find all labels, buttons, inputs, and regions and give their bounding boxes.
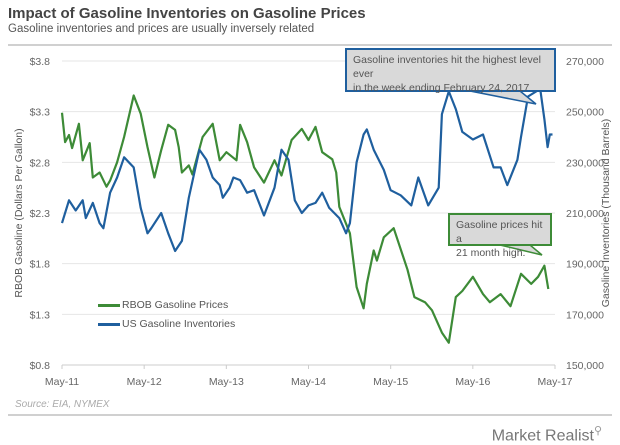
annotation-text: in the week ending February 24, 2017 [353,82,530,94]
x-tick-label: May-13 [209,376,244,388]
y-right-tick-label: 170,000 [566,309,604,321]
series-line-us-inventories [60,87,553,253]
legend-item-inventories: US Gasoline Inventories [98,318,235,330]
x-tick-label: May-16 [455,376,490,388]
y-left-tick-label: $0.8 [30,360,51,372]
y-right-tick-label: 190,000 [566,259,604,271]
legend-label: US Gasoline Inventories [122,318,236,330]
y-right-tick-label: 150,000 [566,360,604,372]
annotation-text: Gasoline prices hit a [456,219,543,245]
logo-text: Market Realist [491,427,594,445]
y-left-tick-label: $1.8 [30,259,51,271]
y-right-tick-label: 210,000 [566,208,604,220]
market-realist-logo: Market Realist⚲ [492,424,602,445]
legend-label: RBOB Gasoline Prices [122,299,229,311]
x-tick-label: May-11 [45,376,79,388]
chart-title: Impact of Gasoline Inventories on Gasoli… [8,5,366,22]
footer-divider [8,414,612,416]
y-left-tick-label: $1.3 [30,309,51,321]
x-tick-label: May-15 [373,376,408,388]
legend-swatch-blue [98,322,120,326]
y-left-tick-label: $3.8 [30,56,51,68]
y-left-tick-label: $3.3 [30,107,51,119]
legend-swatch-green [98,303,120,307]
annotation-inventory-high: Gasoline inventories hit the highest lev… [345,48,556,94]
y-left-tick-label: $2.8 [30,157,51,169]
header-divider [8,44,612,46]
chart-subtitle: Gasoline inventories and prices are usua… [8,23,315,35]
y-left-tick-label: $2.3 [30,208,51,220]
y-right-tick-label: 230,000 [566,157,604,169]
x-tick-label: May-12 [127,376,162,388]
y-axis-left-label: RBOB Gasoline (Dollars Per Gallon) [13,128,25,297]
x-tick-label: May-14 [291,376,326,388]
series-line-rbob-prices [60,94,550,344]
magnifier-icon: ⚲ [593,425,602,437]
y-axis-right-label: Gasoline Inventories (Thousand Barrels) [600,119,612,308]
annotation-price-high: Gasoline prices hit a 21 month high. [448,213,552,259]
annotation-text: Gasoline inventories hit the highest lev… [353,54,541,80]
source-note: Source: EIA, NYMEX [15,399,110,410]
x-tick-label: May-17 [537,376,572,388]
annotation-text: 21 month high. [456,247,526,259]
y-right-tick-label: 250,000 [566,107,604,119]
legend-item-rbob: RBOB Gasoline Prices [98,299,228,311]
y-right-tick-label: 270,000 [566,56,604,68]
